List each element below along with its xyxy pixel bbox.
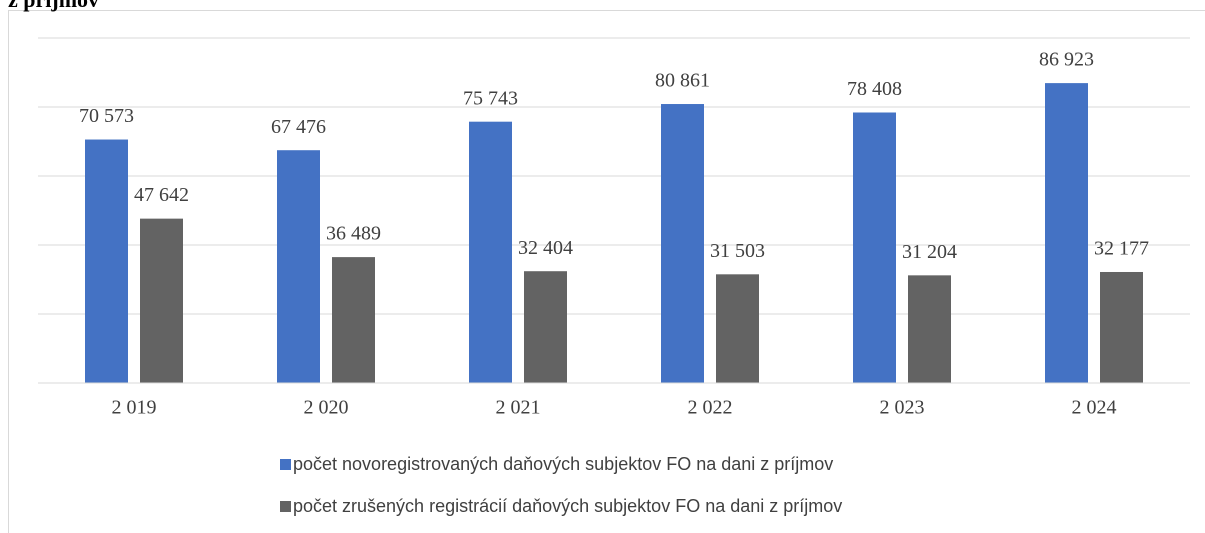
bar <box>1100 271 1143 383</box>
data-label: 78 408 <box>847 78 902 100</box>
data-label: 67 476 <box>271 116 326 138</box>
chart-frame <box>8 10 1205 533</box>
data-label: 31 204 <box>902 241 957 263</box>
data-label: 47 642 <box>134 184 189 206</box>
bar <box>277 150 320 383</box>
legend-swatch <box>280 501 291 512</box>
bar <box>140 218 183 383</box>
data-label: 75 743 <box>463 87 518 109</box>
data-label: 86 923 <box>1039 49 1094 71</box>
legend-swatch <box>280 459 291 470</box>
x-tick-label: 2 019 <box>112 397 157 419</box>
bar <box>469 121 512 384</box>
bar <box>661 104 704 384</box>
legend-label: počet zrušených registrácií daňových sub… <box>293 496 842 516</box>
x-tick-label: 2 023 <box>880 397 925 419</box>
x-tick-label: 2 022 <box>688 397 733 419</box>
bar <box>716 274 759 383</box>
bar <box>85 139 128 383</box>
data-label: 31 503 <box>710 240 765 262</box>
x-tick-label: 2 024 <box>1072 397 1117 419</box>
data-label: 80 861 <box>655 70 710 92</box>
x-tick-label: 2 021 <box>496 397 541 419</box>
bar <box>524 271 567 383</box>
legend-label: počet novoregistrovaných daňových subjek… <box>293 454 833 474</box>
x-tick-label: 2 020 <box>304 397 349 419</box>
chart-title: z príjmov <box>8 0 99 12</box>
data-label: 32 404 <box>518 237 573 259</box>
bar <box>332 257 375 383</box>
data-label: 36 489 <box>326 223 381 245</box>
data-label: 32 177 <box>1094 238 1149 260</box>
bar <box>908 275 951 383</box>
bar <box>853 112 896 383</box>
data-label: 70 573 <box>79 105 134 127</box>
bar <box>1045 83 1088 383</box>
